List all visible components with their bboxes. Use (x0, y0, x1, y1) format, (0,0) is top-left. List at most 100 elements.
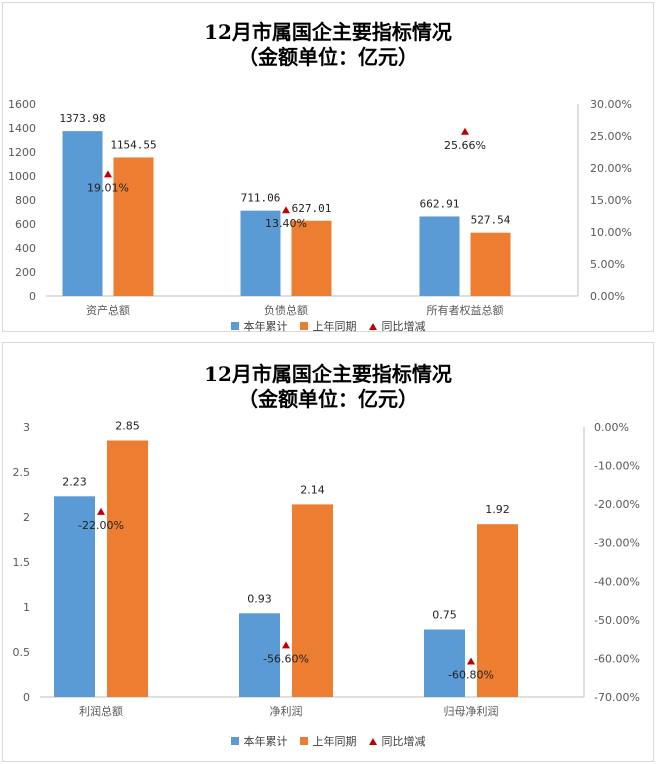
x-category-label: 资产总额 (86, 303, 130, 317)
bar-prior (291, 220, 332, 296)
y2-tick-label: 0.00% (594, 421, 629, 434)
y2-tick-label: 15.00% (590, 194, 632, 207)
data-label-current: 711.06 (241, 192, 281, 205)
bar-current (62, 131, 103, 296)
y-tick-label: 0 (29, 290, 36, 303)
chart-plot-profit: 0 0.5 1 1.5 2 2.5 3 -70.00% -60.00% -50.00% -40.00… (13, 420, 640, 719)
data-label-current: 1373.98 (59, 112, 105, 125)
bar-current (419, 216, 460, 296)
chart-legend: 本年累计 上年同期 同比增减 (0, 318, 656, 334)
bar-prior (292, 504, 333, 697)
y-tick-label: 200 (15, 266, 36, 279)
bar-prior (113, 157, 154, 296)
chart-frame (2, 2, 654, 332)
y-tick-label: 1400 (8, 122, 36, 135)
y2-tick-label: -60.00% (594, 652, 640, 665)
data-label-change: -56.60% (263, 652, 309, 665)
legend-triangle-icon (368, 737, 377, 745)
legend-label-change: 同比增减 (381, 320, 426, 333)
y2-tick-label: 10.00% (590, 226, 632, 239)
y-tick-label: 0 (23, 691, 30, 704)
legend-triangle-icon (368, 322, 377, 330)
y-tick-label: 1200 (8, 146, 36, 159)
data-label-change: 19.01% (87, 181, 129, 194)
legend-label-current: 本年累计 (243, 735, 288, 748)
bar-current (239, 613, 280, 697)
data-label-prior: 527.54 (471, 214, 511, 227)
legend-item-prior: 上年同期 (299, 318, 357, 334)
y-tick-label: 400 (15, 242, 36, 255)
data-label-current: 662.91 (420, 197, 460, 210)
data-label-prior: 2.85 (115, 420, 140, 433)
data-label-current: 0.75 (432, 609, 457, 622)
y-tick-label: 800 (15, 194, 36, 207)
x-category-label: 利润总额 (79, 704, 123, 718)
y-tick-label: 3 (23, 421, 30, 434)
chart-panel-profit: 12月市属国企主要指标情况 （金额单位：亿元） 0 0.5 1 1.5 2 2.5 3 -70… (0, 340, 656, 764)
y2-tick-label: -30.00% (594, 537, 640, 550)
y-tick-label: 2 (23, 511, 30, 524)
legend-swatch-current (230, 322, 239, 330)
change-marker-triangle (467, 657, 475, 665)
chart-plot-assets: 0 200 400 600 800 1000 1200 1400 1600 0.00% 5.00% 1… (8, 98, 632, 317)
chart-title: 12月市属国企主要指标情况 (204, 20, 452, 44)
data-label-change: 25.66% (444, 139, 486, 152)
data-label-change: 13.40% (265, 217, 307, 230)
legend-label-change: 同比增减 (381, 735, 426, 748)
y2-tick-label: 5.00% (590, 258, 625, 271)
bar-current (424, 629, 465, 697)
data-label-current: 2.23 (62, 475, 87, 488)
chart-legend: 本年累计 上年同期 同比增减 (0, 733, 656, 749)
chart-frame (2, 342, 654, 762)
legend-swatch-prior (299, 737, 308, 745)
x-category-label: 归母净利润 (444, 704, 499, 718)
legend-label-current: 本年累计 (243, 320, 288, 333)
y-tick-label: 1.5 (13, 556, 31, 569)
y-tick-label: 1 (23, 601, 30, 614)
chart-title: 12月市属国企主要指标情况 (204, 362, 452, 386)
data-label-prior: 2.14 (300, 483, 325, 496)
legend-swatch-current (230, 737, 239, 745)
y-tick-label: 600 (15, 218, 36, 231)
legend-item-current: 本年累计 (230, 733, 288, 749)
chart-subtitle: （金额单位：亿元） (238, 387, 418, 411)
y-tick-label: 1000 (8, 170, 36, 183)
y2-tick-label: 20.00% (590, 162, 632, 175)
y2-tick-label: -70.00% (594, 691, 640, 704)
y2-tick-label: 30.00% (590, 98, 632, 111)
bar-prior (107, 440, 148, 697)
x-category-label: 所有者权益总额 (427, 303, 504, 317)
y-tick-label: 0.5 (13, 646, 31, 659)
x-category-label: 净利润 (270, 704, 303, 718)
y2-tick-label: -10.00% (594, 460, 640, 473)
data-label-change: -60.80% (448, 669, 494, 682)
data-label-prior: 1154.55 (110, 138, 156, 151)
legend-item-change: 同比增减 (368, 318, 426, 334)
change-marker-triangle (282, 641, 290, 649)
bar-prior (470, 232, 511, 296)
bar-current (54, 496, 95, 697)
chart-subtitle: （金额单位：亿元） (238, 45, 418, 69)
chart-panel-assets: 12月市属国企主要指标情况 （金额单位：亿元） 0 200 400 600 800 100… (0, 0, 656, 334)
legend-item-change: 同比增减 (368, 733, 426, 749)
bar-current (240, 210, 281, 296)
x-category-label: 负债总额 (264, 303, 308, 317)
data-label-prior: 627.01 (292, 202, 332, 215)
y2-tick-label: 25.00% (590, 130, 632, 143)
data-label-current: 0.93 (247, 592, 272, 605)
y-tick-label: 2.5 (13, 466, 31, 479)
change-marker-triangle (282, 206, 290, 214)
legend-item-prior: 上年同期 (299, 733, 357, 749)
legend-label-prior: 上年同期 (312, 735, 357, 748)
y2-tick-label: 0.00% (590, 290, 625, 303)
change-marker-triangle (104, 170, 112, 178)
change-marker-triangle (97, 507, 105, 515)
change-marker-triangle (461, 127, 469, 135)
data-label-change: -22.00% (78, 519, 124, 532)
y2-tick-label: -20.00% (594, 498, 640, 511)
legend-item-current: 本年累计 (230, 318, 288, 334)
y2-tick-label: -40.00% (594, 575, 640, 588)
data-label-prior: 1.92 (485, 503, 510, 516)
y-tick-label: 1600 (8, 98, 36, 111)
y2-tick-label: -50.00% (594, 614, 640, 627)
